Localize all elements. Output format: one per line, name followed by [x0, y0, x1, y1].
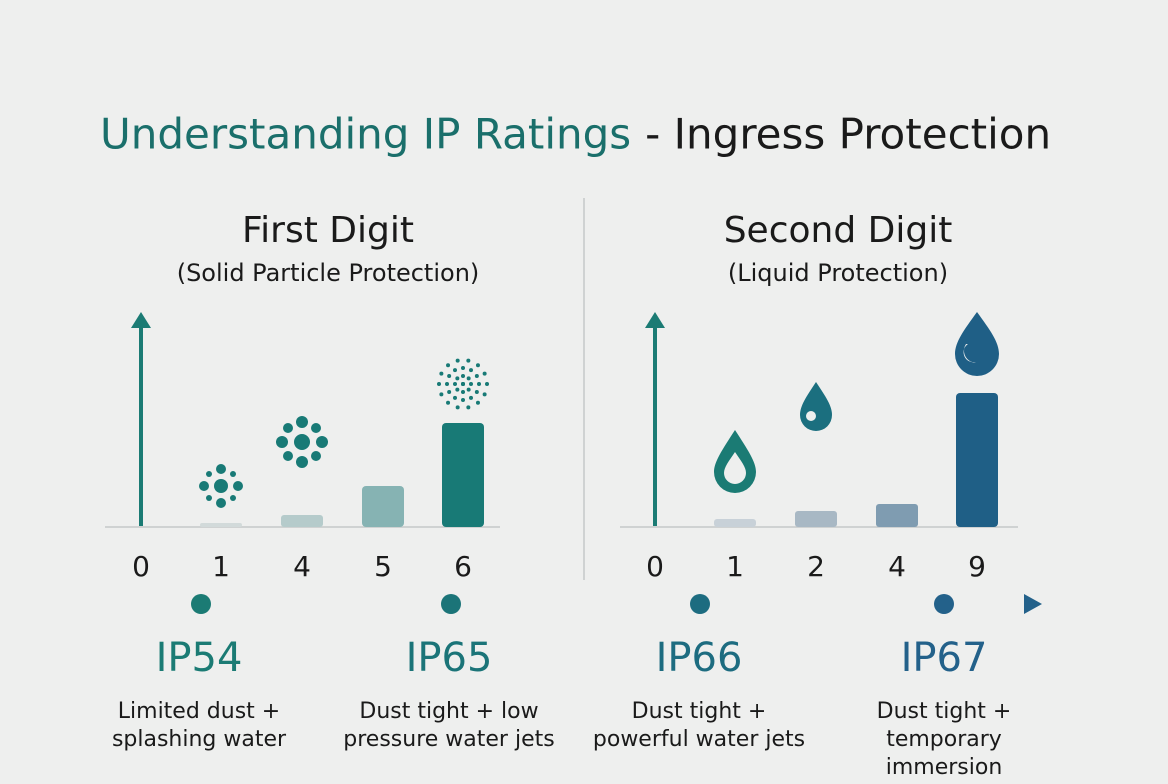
- drop-icon: [955, 312, 999, 376]
- drop-icon-inner: [724, 452, 746, 484]
- fine-dust-dot: [439, 392, 444, 397]
- fine-dust-dot: [474, 390, 479, 394]
- digit-label: 4: [888, 550, 906, 583]
- fine-dust-dot: [445, 382, 449, 386]
- fine-dust-dot: [446, 363, 451, 368]
- fine-dust-dot: [466, 358, 471, 363]
- timeline-dot: [690, 594, 710, 614]
- fine-dust-dot: [469, 382, 473, 386]
- digit-label: 5: [374, 550, 392, 583]
- fine-dust-dot: [453, 382, 457, 386]
- fine-dust-dot: [461, 366, 465, 370]
- timeline-arrowhead: [1024, 594, 1042, 614]
- rating-description: Dust tight +: [632, 699, 767, 724]
- level-bar: [200, 523, 242, 527]
- rating-description: pressure water jets: [343, 727, 554, 752]
- fine-dust-dot: [461, 398, 465, 402]
- drop-icon: [800, 382, 832, 431]
- rating-code: IP67: [901, 635, 988, 681]
- level-bar: [442, 423, 484, 527]
- fine-dust-dot: [466, 376, 471, 381]
- axis-arrowhead: [645, 312, 665, 328]
- timeline-dot: [441, 594, 461, 614]
- fine-dust-dot: [485, 382, 489, 386]
- digit-label: 1: [212, 550, 230, 583]
- fine-dust-dot: [474, 374, 479, 378]
- fine-dust-dot: [469, 368, 473, 373]
- level-bar: [714, 519, 756, 527]
- rating-description: Dust tight + low: [359, 699, 538, 724]
- timeline-dot: [191, 594, 211, 614]
- level-bar: [876, 504, 918, 527]
- fine-dust-dot: [437, 382, 441, 386]
- fine-dust-icon: [437, 358, 489, 410]
- fine-dust-dot: [455, 376, 460, 381]
- fine-dust-dot: [461, 390, 465, 394]
- level-bar: [956, 393, 998, 527]
- rating-description: Dust tight +: [877, 699, 1012, 724]
- fine-dust-dot: [466, 387, 471, 392]
- digit-label: 9: [968, 550, 986, 583]
- digit-label: 6: [454, 550, 472, 583]
- rating-code: IP54: [156, 635, 243, 681]
- title-rest: - Ingress Protection: [645, 110, 1051, 159]
- fine-dust-dot: [447, 390, 452, 394]
- fine-dust-dot: [469, 395, 473, 400]
- digit-label: 1: [726, 550, 744, 583]
- rating-description: powerful water jets: [593, 727, 805, 752]
- fine-dust-dot: [475, 363, 480, 368]
- fine-dust-dot: [446, 400, 451, 405]
- fine-dust-dot: [439, 371, 444, 376]
- fine-dust-dot: [455, 405, 460, 410]
- drop-icon-inner: [806, 411, 816, 421]
- level-bar: [362, 486, 404, 527]
- digit-label: 0: [132, 550, 150, 583]
- rating-description: immersion: [886, 755, 1003, 780]
- fine-dust-dot: [461, 374, 465, 378]
- digit-label: 2: [807, 550, 825, 583]
- fine-dust-dot: [475, 400, 480, 405]
- panel-heading: First Digit: [242, 210, 414, 251]
- fine-dust-dot: [482, 371, 487, 376]
- fine-dust-dot: [482, 392, 487, 397]
- fine-dust-dot: [453, 368, 457, 373]
- level-bar: [795, 511, 837, 527]
- rating-description: Limited dust +: [118, 699, 280, 724]
- rating-code: IP65: [406, 635, 493, 681]
- digit-label: 0: [646, 550, 664, 583]
- dust-icon: [199, 464, 243, 508]
- timeline-dot: [934, 594, 954, 614]
- dust-icon: [276, 416, 328, 468]
- digit-label: 4: [293, 550, 311, 583]
- fine-dust-dot: [466, 405, 471, 410]
- fine-dust-dot: [453, 395, 457, 400]
- rating-code: IP66: [656, 635, 743, 681]
- fine-dust-dot: [447, 374, 452, 378]
- rating-description: temporary: [886, 727, 1002, 752]
- rating-description: splashing water: [112, 727, 287, 752]
- title-highlight: Understanding IP Ratings: [100, 110, 631, 159]
- fine-dust-dot: [455, 358, 460, 363]
- level-bar: [281, 515, 323, 527]
- panel-subheading: (Solid Particle Protection): [177, 259, 480, 287]
- fine-dust-dot: [455, 387, 460, 392]
- fine-dust-dot: [477, 382, 481, 386]
- panel-heading: Second Digit: [724, 210, 953, 251]
- panel-subheading: (Liquid Protection): [728, 259, 948, 287]
- axis-arrowhead: [131, 312, 151, 328]
- fine-dust-dot: [461, 382, 465, 386]
